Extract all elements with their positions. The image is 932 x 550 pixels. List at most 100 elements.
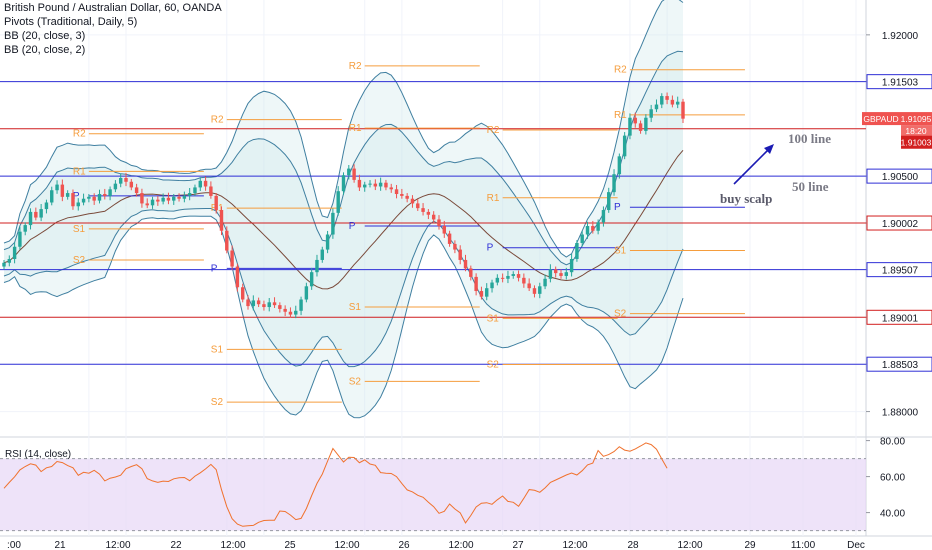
bb3-legend[interactable]: BB (20, close, 3) <box>4 30 86 42</box>
bollinger-bands <box>3 0 684 419</box>
candle-down <box>426 211 431 215</box>
candle-down <box>405 195 409 199</box>
candle-up <box>2 262 6 267</box>
time-axis[interactable]: :00 21 12:00 22 12:00 25 12:00 26 12:00 27 12:00 28… <box>7 540 865 550</box>
time-tick-label: 26 <box>398 540 410 550</box>
candle-down <box>559 273 563 276</box>
candle-up <box>304 286 309 300</box>
time-tick-label: 29 <box>744 540 756 550</box>
candle-up <box>55 184 59 191</box>
candle-down <box>469 268 473 277</box>
candle-up <box>108 189 112 196</box>
candle-down <box>134 187 139 194</box>
candle-down <box>453 243 457 250</box>
price-tick-box <box>866 74 932 90</box>
candle-up <box>18 231 22 247</box>
candle-down <box>177 196 181 199</box>
bb2-fill <box>4 51 683 367</box>
candle-down <box>283 308 287 312</box>
bb3-fill <box>4 0 683 418</box>
candle-up <box>368 183 372 185</box>
bb3-upper <box>3 0 684 258</box>
candle-down <box>34 211 38 218</box>
candle-up <box>299 299 303 311</box>
horizontal-levels[interactable] <box>0 81 866 365</box>
countdown-tag <box>901 125 932 137</box>
price-tick-box <box>866 262 932 278</box>
buy-arrow[interactable] <box>733 145 773 185</box>
candle-down <box>145 203 149 206</box>
countdown-text: 18:20 <box>905 126 927 136</box>
candle-up <box>363 184 367 188</box>
candle-up <box>172 196 176 201</box>
pivots-legend[interactable]: Pivots (Traditional, Daily, 5) <box>4 16 138 28</box>
candle-down <box>447 233 452 244</box>
pivot-label: S1 <box>614 246 627 257</box>
level-tag-text: 1.91003 <box>901 138 932 148</box>
candle-down <box>437 219 441 227</box>
rsi-tick-label: 60.00 <box>880 473 905 484</box>
rsi-path <box>3 442 668 527</box>
candle-up <box>76 202 80 207</box>
candle-down <box>522 277 526 284</box>
candle-down <box>591 226 595 231</box>
last-price-tag[interactable] <box>901 112 932 126</box>
candle-down <box>357 179 362 188</box>
symbol-tag[interactable] <box>862 112 901 126</box>
candle-up <box>113 183 118 190</box>
time-tick-label: 12:00 <box>562 540 587 550</box>
candle-up <box>347 168 351 176</box>
symbol-tag-text: GBPAUD <box>863 114 898 124</box>
candle-up <box>12 246 17 259</box>
candle-down <box>246 299 250 307</box>
price-axis[interactable]: 1.92000 1.91503 1.90500 1.90002 1.89507 1.890… <box>862 31 932 419</box>
candle-down <box>532 288 537 294</box>
pivot-label: P <box>349 221 356 232</box>
time-tick-label: 27 <box>512 540 524 550</box>
pivot-label: P <box>487 243 494 254</box>
candle-down <box>553 269 558 274</box>
pivot-label: S2 <box>487 359 500 370</box>
candle-down <box>256 300 261 305</box>
time-tick-label: 22 <box>170 540 182 550</box>
candle-down <box>214 195 218 211</box>
candle-up <box>649 109 653 118</box>
pivot-label: S2 <box>211 397 224 408</box>
rsi-tick-label: 80.00 <box>880 437 905 448</box>
candle-up <box>378 182 383 187</box>
pivot-label: S2 <box>349 376 362 387</box>
candle-up <box>485 288 489 297</box>
candle-up <box>617 156 622 175</box>
time-tick-label: :00 <box>7 540 21 550</box>
candle-down <box>442 226 446 234</box>
line-50-label: 50 line <box>792 179 829 194</box>
candle-up <box>585 226 590 235</box>
bb-basis <box>3 149 684 290</box>
candle-up <box>65 193 70 197</box>
candle-down <box>474 276 478 292</box>
candle-down <box>681 101 685 119</box>
price-tick-box <box>866 168 932 184</box>
candle-up <box>538 286 542 294</box>
candles <box>2 92 685 319</box>
time-tick-label: 12:00 <box>677 540 702 550</box>
time-tick-label: 28 <box>627 540 639 550</box>
time-tick-label: 12:00 <box>220 540 245 550</box>
time-tick-label: 12:00 <box>448 540 473 550</box>
buy-scalp-label: buy scalp <box>720 191 772 206</box>
symbol-title[interactable]: British Pound / Australian Dollar, 60, O… <box>4 2 222 14</box>
candle-down <box>389 187 393 190</box>
pivot-label: R1 <box>614 110 627 121</box>
candle-down <box>500 277 505 279</box>
candle-down <box>373 183 378 187</box>
candle-up <box>28 211 33 226</box>
candle-up <box>309 272 314 287</box>
candle-down <box>272 302 277 306</box>
candle-up <box>601 210 606 223</box>
bb2-legend[interactable]: BB (20, close, 2) <box>4 44 86 56</box>
level-tag <box>901 135 932 149</box>
price-tick-label: 1.90500 <box>882 172 919 183</box>
candle-up <box>97 194 102 201</box>
candle-down <box>103 194 107 196</box>
